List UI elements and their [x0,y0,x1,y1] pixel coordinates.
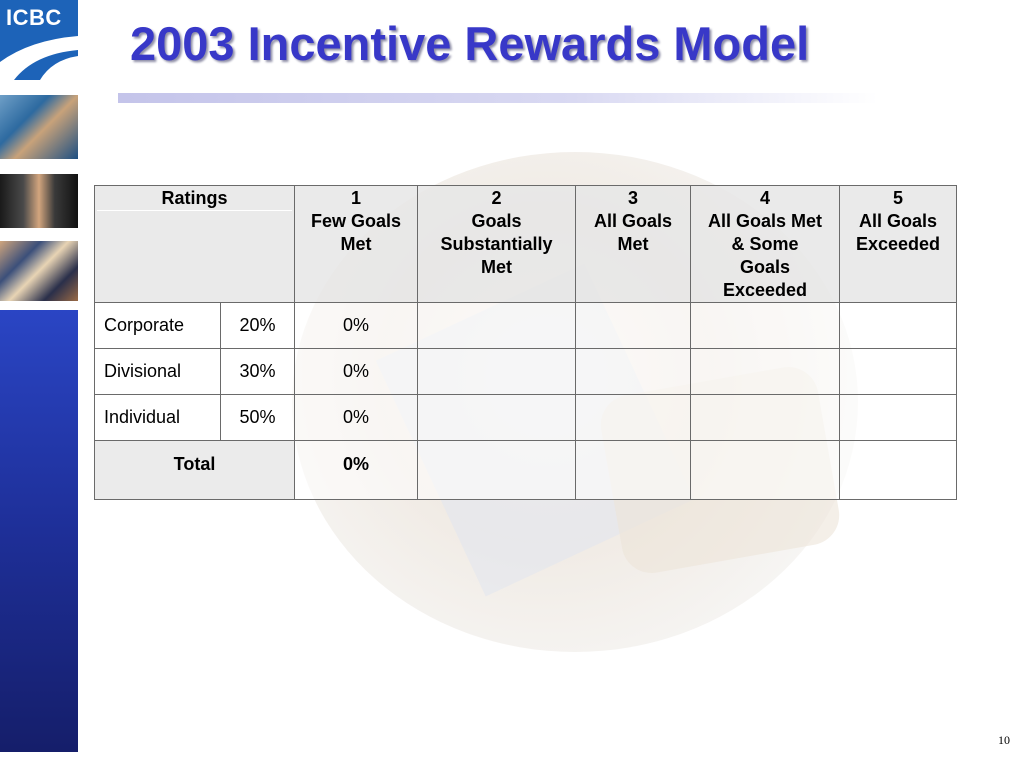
ratings-header: Ratings [161,188,228,208]
row-name: Corporate [94,302,221,349]
sidebar: ICBC [0,0,78,752]
level-2-header: 2 Goals Substantially Met [417,185,577,303]
empty-cell [690,348,841,395]
level-5-header: 5 All Goals Exceeded [839,185,958,303]
table-row: Divisional 30% 0% [94,348,958,395]
empty-cell [690,394,841,441]
level-label-line: Goals [740,257,791,277]
row-name: Individual [94,394,221,441]
level-3-header: 3 All Goals Met [575,185,692,303]
empty-cell [839,348,958,395]
level-number: 5 [893,188,904,208]
level-label-line: All Goals [859,211,938,231]
empty-cell [839,440,958,500]
table-row: Corporate 20% 0% [94,302,958,349]
total-row: Total 0% [93,440,958,500]
level-number: 1 [351,188,362,208]
row-weight: 20% [219,302,296,349]
level-number: 4 [760,188,771,208]
header-divider [97,210,293,211]
ratings-header-cell: Ratings [93,185,296,303]
level-label-line: Met [617,234,649,254]
empty-cell [417,394,577,441]
level-label-line: & Some [731,234,799,254]
empty-cell [575,348,692,395]
total-label: Total [93,440,296,500]
level-label-line: Exceeded [855,234,941,254]
empty-cell [839,302,958,349]
empty-cell [417,348,577,395]
sidebar-blue-bar [0,310,78,752]
empty-cell [575,302,692,349]
level-1-value: 0% [294,394,419,441]
title-underline [118,93,878,103]
table-row: Individual 50% 0% [94,394,958,441]
level-number: 3 [628,188,639,208]
icbc-logo: ICBC [0,0,78,80]
level-1-value: 0% [294,348,419,395]
slide-title: 2003 Incentive Rewards Model [130,17,810,70]
empty-cell [690,440,841,500]
level-label-line: Met [340,234,372,254]
level-label-line: All Goals Met [708,211,823,231]
business-team-photo [0,95,78,159]
empty-cell [839,394,958,441]
row-weight: 50% [219,394,296,441]
total-level-1-value: 0% [294,440,419,500]
header-row: Ratings 1 Few Goals Met 2 Goals Substant… [93,185,958,303]
rewards-table: Ratings 1 Few Goals Met 2 Goals Substant… [93,185,958,500]
level-1-value: 0% [294,302,419,349]
level-number: 2 [491,188,502,208]
empty-cell [575,394,692,441]
page-number: 10 [998,733,1010,747]
empty-cell [417,302,577,349]
logo-text: ICBC [6,5,62,30]
empty-cell [417,440,577,500]
level-label-line: All Goals [594,211,673,231]
level-label-line: Substantially [440,234,553,254]
empty-cell [575,440,692,500]
level-label-line: Goals [471,211,522,231]
level-1-header: 1 Few Goals Met [294,185,419,303]
empty-cell [690,302,841,349]
row-weight: 30% [219,348,296,395]
office-meeting-photo [0,241,78,301]
level-label-line: Met [481,257,513,277]
level-label-line: Exceeded [722,280,808,300]
level-4-header: 4 All Goals Met & Some Goals Exceeded [690,185,841,303]
level-label-line: Few Goals [311,211,402,231]
row-name: Divisional [94,348,221,395]
handshake-photo [0,174,78,228]
